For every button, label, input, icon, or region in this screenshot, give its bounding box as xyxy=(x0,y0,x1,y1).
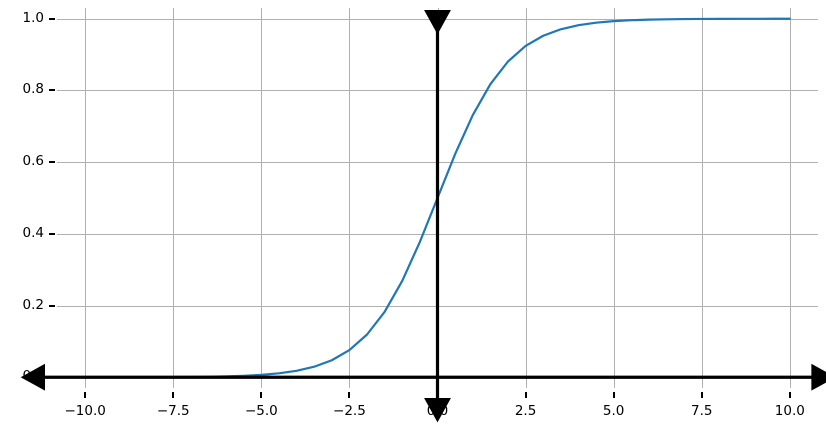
x-tick-mark xyxy=(700,392,703,398)
x-tick-label: −7.5 xyxy=(156,403,190,419)
y-tick-label: 0.2 xyxy=(22,296,44,313)
x-tick-mark xyxy=(436,392,439,398)
gridline-vertical xyxy=(702,8,703,388)
y-tick-label: 1.0 xyxy=(22,9,44,26)
x-tick-label: 5.0 xyxy=(602,403,625,419)
gridline-vertical xyxy=(614,8,615,388)
x-tick-label: −5.0 xyxy=(244,403,278,419)
x-tick-label: 7.5 xyxy=(690,403,713,419)
gridline-vertical xyxy=(790,8,791,388)
x-tick-mark xyxy=(172,392,175,398)
x-tick-mark xyxy=(348,392,351,398)
y-tick-mark xyxy=(49,89,55,92)
gridline-vertical xyxy=(173,8,174,388)
y-tick-mark xyxy=(49,17,55,20)
y-tick-mark xyxy=(49,376,55,379)
gridline-vertical xyxy=(349,8,350,388)
x-tick-mark xyxy=(260,392,263,398)
y-tick-mark xyxy=(49,232,55,235)
x-tick-mark xyxy=(612,392,615,398)
x-tick-label: 0.0 xyxy=(426,403,449,419)
x-tick-mark xyxy=(84,392,87,398)
y-tick-label: 0.8 xyxy=(22,81,44,98)
y-axis-tick-labels: 0.0 0.2 0.4 0.6 0.8 1.0 xyxy=(0,0,44,428)
x-tick-mark xyxy=(788,392,791,398)
x-tick-label: −2.5 xyxy=(333,403,366,419)
x-tick-label: 2.5 xyxy=(514,403,537,419)
gridline-vertical xyxy=(261,8,262,388)
y-tick-mark xyxy=(49,304,55,307)
y-tick-mark xyxy=(49,161,55,164)
y-tick-label: 0.6 xyxy=(22,153,44,170)
y-tick-label: 0.4 xyxy=(22,224,44,241)
x-tick-label: −10.0 xyxy=(64,403,106,419)
gridline-vertical xyxy=(526,8,527,388)
x-tick-mark xyxy=(524,392,527,398)
gridline-vertical xyxy=(85,8,86,388)
x-tick-label: 10.0 xyxy=(774,403,805,419)
